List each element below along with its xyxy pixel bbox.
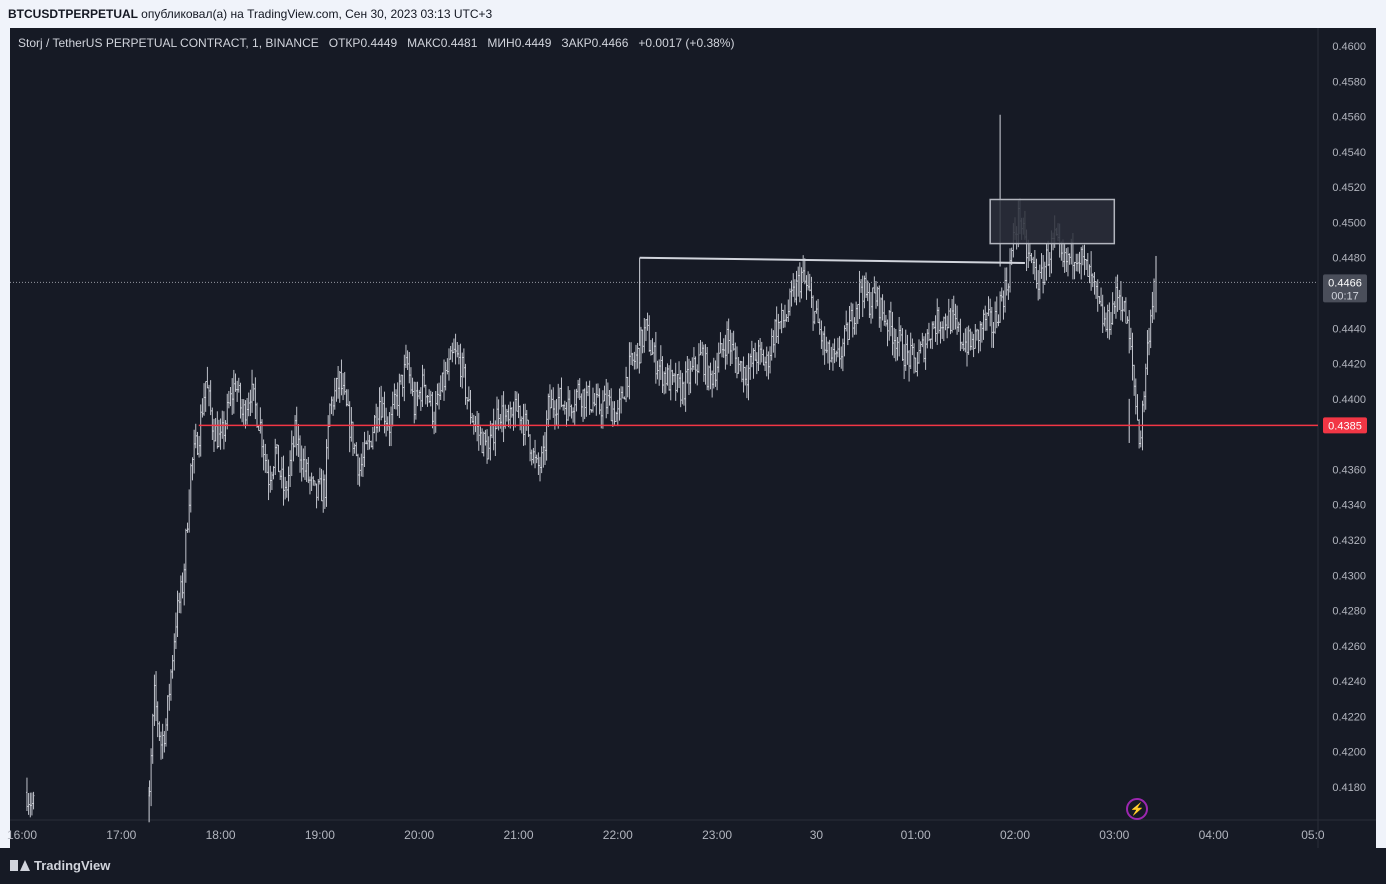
y-tick-label: 0.4540 — [1332, 147, 1366, 159]
x-tick-label: 22:00 — [603, 828, 633, 842]
y-tick-label: 0.4320 — [1332, 535, 1366, 547]
x-tick-label: 18:00 — [206, 828, 236, 842]
last-price-badge — [1323, 274, 1367, 303]
y-tick-label: 0.4240 — [1332, 676, 1366, 688]
legend-low-label: МИН — [487, 36, 515, 50]
lightning-icon[interactable]: ⚡ — [1126, 798, 1148, 820]
x-tick-label: 23:00 — [702, 828, 732, 842]
legend-close-label: ЗАКР — [561, 36, 592, 50]
legend-high: 0.4481 — [440, 36, 478, 50]
publish-header: BTCUSDTPERPETUAL опубликовал(а) на Tradi… — [0, 0, 1386, 28]
publish-text: опубликовал(а) на TradingView.com, Сен 3… — [141, 7, 493, 21]
legend-open: 0.4449 — [360, 36, 398, 50]
y-tick-label: 0.4340 — [1332, 500, 1366, 512]
y-tick-label: 0.4180 — [1332, 782, 1366, 794]
x-tick-label: 19:00 — [305, 828, 335, 842]
x-tick-label: 05:0 — [1301, 828, 1325, 842]
x-tick-label: 01:00 — [901, 828, 931, 842]
level-price-label: 0.4385 — [1328, 420, 1362, 432]
y-tick-label: 0.4560 — [1332, 112, 1366, 124]
y-tick-label: 0.4260 — [1332, 641, 1366, 653]
publish-info: BTCUSDTPERPETUAL опубликовал(а) на Tradi… — [8, 7, 492, 21]
bottom-bar — [0, 848, 1386, 884]
legend-high-label: МАКС — [407, 36, 441, 50]
y-tick-label: 0.4220 — [1332, 711, 1366, 723]
x-tick-label: 16:00 — [7, 828, 37, 842]
y-tick-label: 0.4580 — [1332, 76, 1366, 88]
y-tick-label: 0.4200 — [1332, 747, 1366, 759]
trend-line[interactable] — [639, 256, 1025, 265]
y-tick-label: 0.4600 — [1332, 41, 1366, 53]
rectangle-drawing[interactable] — [989, 198, 1116, 245]
y-tick-label: 0.4520 — [1332, 182, 1366, 194]
y-tick-label: 0.4420 — [1332, 359, 1366, 371]
tradingview-logo-icon — [10, 860, 30, 871]
countdown-label: 00:17 — [1331, 290, 1359, 302]
last-price-label: 0.4466 — [1328, 277, 1362, 289]
legend-close: 0.4466 — [591, 36, 629, 50]
y-tick-label: 0.4300 — [1332, 570, 1366, 582]
y-tick-label: 0.4500 — [1332, 217, 1366, 229]
level-price-badge — [1323, 417, 1367, 434]
x-tick-label: 30 — [810, 828, 824, 842]
chart-pane[interactable] — [10, 28, 1376, 848]
ohlc-bars — [26, 198, 1155, 818]
y-tick-label: 0.4440 — [1332, 323, 1366, 335]
x-tick-label: 02:00 — [1000, 828, 1030, 842]
x-tick-label: 17:00 — [106, 828, 136, 842]
legend-title: Storj / TetherUS PERPETUAL CONTRACT, 1, … — [18, 36, 319, 50]
x-tick-label: 03:00 — [1099, 828, 1129, 842]
x-tick-label: 21:00 — [503, 828, 533, 842]
logo-text: TradingView — [34, 858, 111, 873]
legend-low: 0.4449 — [514, 36, 552, 50]
tradingview-logo[interactable]: TradingView — [10, 858, 110, 873]
publisher-symbol: BTCUSDTPERPETUAL — [8, 7, 138, 21]
legend-open-label: ОТКР — [328, 36, 361, 50]
y-tick-label: 0.4480 — [1332, 253, 1366, 265]
legend-change: +0.0017 (+0.38%) — [638, 36, 735, 50]
y-tick-label: 0.4360 — [1332, 464, 1366, 476]
y-tick-label: 0.4400 — [1332, 394, 1366, 406]
x-tick-label: 04:00 — [1199, 828, 1229, 842]
y-tick-label: 0.4280 — [1332, 606, 1366, 618]
x-tick-label: 20:00 — [404, 828, 434, 842]
chart-legend: Storj / TetherUS PERPETUAL CONTRACT, 1, … — [18, 36, 734, 50]
